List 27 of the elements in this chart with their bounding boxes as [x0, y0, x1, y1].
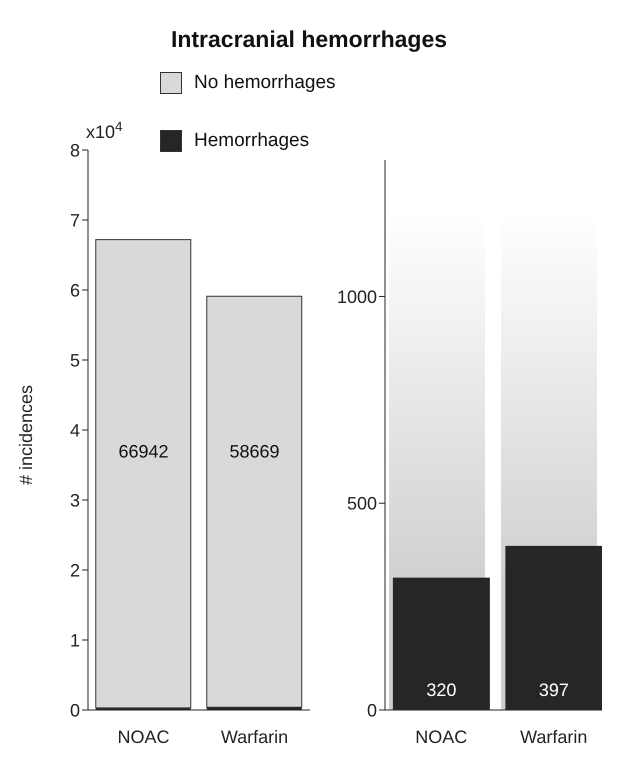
- y-tick-label: 1: [70, 630, 80, 650]
- x-tick-label: NOAC: [415, 726, 468, 747]
- y-tick-label: 2: [70, 560, 80, 580]
- y-tick-label: 1000: [336, 286, 377, 307]
- y-tick-label: 4: [70, 420, 80, 440]
- y-tick-label: 500: [346, 494, 377, 514]
- x-tick-label: NOAC: [117, 726, 170, 747]
- text: x10$^{4}$: [86, 118, 124, 142]
- y-tick-label: 0: [366, 700, 377, 720]
- annotation: 58669: [229, 441, 280, 462]
- y-tick-label: 8: [70, 140, 80, 160]
- y-tick-label: 6: [70, 280, 80, 300]
- bar: [95, 239, 192, 708]
- y-tick-label: 3: [70, 490, 80, 510]
- annotation: 66942: [118, 441, 169, 462]
- y-tick-label: 5: [70, 350, 80, 370]
- y-tick-label: 0: [70, 700, 80, 720]
- y-axis-title: # incidences: [16, 384, 36, 486]
- data-label: 320: [426, 680, 456, 700]
- x-tick-label: Warfarin: [520, 726, 588, 747]
- chart-title: Intracranial hemorrhages: [170, 26, 448, 53]
- legend-label: Hemorrhages: [194, 130, 310, 152]
- bar: [206, 296, 302, 708]
- data-label: 397: [538, 680, 569, 700]
- legend-label: No hemorrhages: [194, 72, 336, 94]
- y-tick-label: 7: [70, 210, 80, 230]
- x-tick-label: Warfarin: [220, 726, 288, 747]
